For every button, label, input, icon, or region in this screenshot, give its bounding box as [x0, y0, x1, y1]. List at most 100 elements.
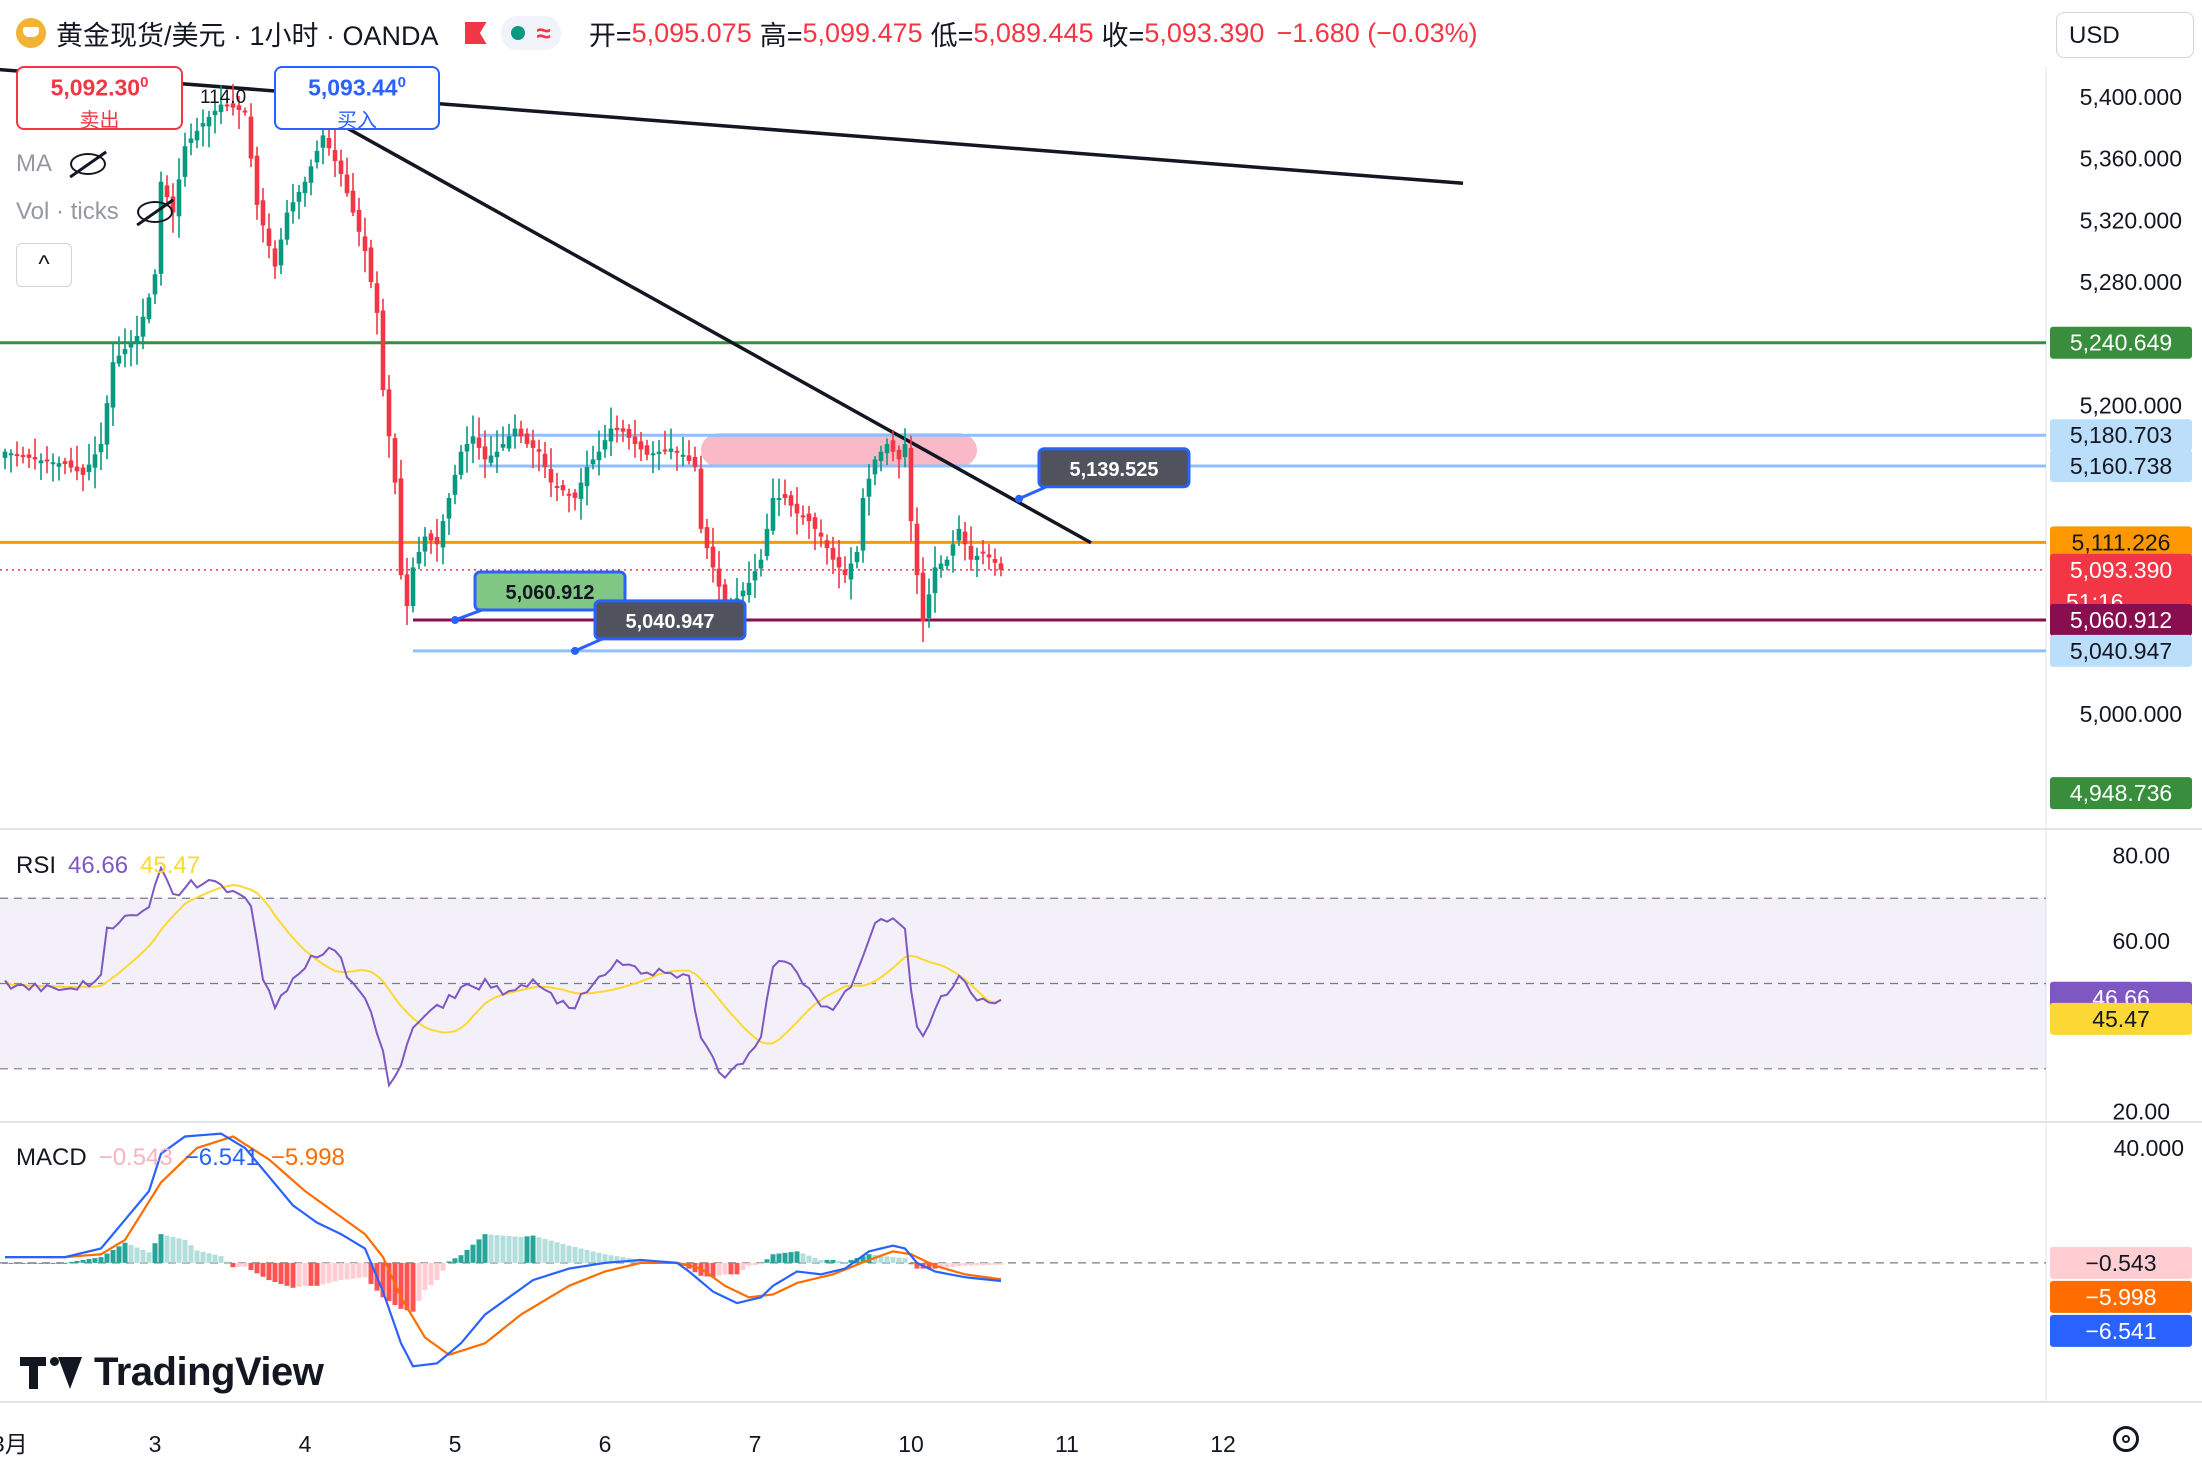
- sell-price: 5,092.30: [50, 74, 141, 101]
- collapse-legend-button[interactable]: ^: [16, 243, 72, 287]
- level-axis-badge-bg: [2050, 326, 2192, 359]
- candle-body: [26, 454, 32, 458]
- eye-hidden-icon[interactable]: [70, 153, 106, 175]
- candle-body: [50, 462, 56, 465]
- sell-button[interactable]: 5,092.300 卖出: [16, 66, 183, 132]
- macd-histogram-bar: [620, 1257, 626, 1263]
- macd-histogram-bar: [560, 1243, 566, 1263]
- candle-body: [968, 545, 974, 560]
- candle-body: [554, 486, 560, 489]
- macd-histogram-bar: [380, 1262, 386, 1298]
- macd-histogram-bar: [116, 1246, 122, 1263]
- candle-body: [104, 403, 110, 445]
- candle-body: [56, 463, 62, 467]
- eye-hidden-icon[interactable]: [136, 201, 173, 223]
- candle-body: [884, 444, 890, 454]
- market-status-pill[interactable]: ≈: [500, 16, 561, 50]
- rsi-tick-label: 80.00: [2112, 843, 2170, 869]
- candle-body: [254, 155, 260, 205]
- candle-body: [674, 450, 680, 453]
- macd-histogram-bar: [830, 1259, 836, 1263]
- macd-histogram-bar: [824, 1259, 830, 1263]
- macd-histogram-bar: [218, 1256, 224, 1263]
- macd-histogram-bar: [992, 1262, 998, 1265]
- candle-body: [986, 554, 992, 558]
- macd-histogram-bar: [884, 1256, 890, 1263]
- macd-histogram-bar: [488, 1234, 494, 1263]
- open-value: 5,095.075: [631, 17, 752, 48]
- price-tick-label: 5,280.000: [2080, 269, 2182, 295]
- candle-body: [692, 457, 698, 468]
- candle-body: [116, 355, 122, 364]
- candle-body: [242, 110, 248, 113]
- candle-body: [140, 316, 146, 337]
- macd-histogram-bar: [578, 1248, 584, 1263]
- candle-body: [740, 590, 746, 597]
- macd-histogram-bar: [416, 1262, 422, 1301]
- macd-line-axis-badge-bg: [2050, 1314, 2192, 1347]
- candle-body: [290, 202, 296, 212]
- macd-signal-value: −5.998: [270, 1144, 345, 1171]
- candle-body: [110, 362, 116, 408]
- price-tick-label: 5,000.000: [2080, 701, 2182, 727]
- macd-legend[interactable]: MACD −0.543 −6.541 −5.998: [16, 1144, 345, 1172]
- macd-histogram-bar: [752, 1262, 758, 1266]
- close-label: 收=: [1101, 20, 1145, 51]
- candle-body: [224, 104, 230, 107]
- extra-axis-badge: 4,948.736: [2070, 780, 2172, 806]
- candle-body: [212, 110, 218, 116]
- candle-body: [800, 515, 806, 518]
- macd-histogram-bar: [14, 1262, 20, 1264]
- macd-histogram-bar: [134, 1247, 140, 1263]
- tradingview-logo[interactable]: TradingView: [20, 1350, 324, 1395]
- gear-icon[interactable]: [2113, 1426, 2139, 1452]
- currency-select[interactable]: USD: [2056, 12, 2194, 58]
- flag-icon[interactable]: [464, 22, 487, 44]
- candle-body: [590, 459, 596, 465]
- vol-label: Vol · ticks: [16, 198, 119, 225]
- macd-histogram-bar: [440, 1262, 446, 1271]
- time-axis-label: 10: [898, 1431, 924, 1457]
- rsi-tick-label: 20.00: [2112, 1098, 2170, 1124]
- macd-histogram-bar: [458, 1255, 464, 1263]
- candle-body: [446, 498, 452, 519]
- macd-histogram-bar: [902, 1258, 908, 1263]
- buy-button[interactable]: 5,093.440 买入: [274, 66, 440, 132]
- change-value: −1.680 (−0.03%): [1276, 17, 1478, 48]
- candle-body: [788, 495, 794, 506]
- sell-price-digit: 0: [140, 74, 149, 91]
- candle-body: [350, 190, 356, 213]
- ma-legend[interactable]: MA: [16, 150, 106, 178]
- macd-histogram-bar: [494, 1235, 500, 1263]
- candle-body: [680, 454, 686, 457]
- macd-histogram-bar: [296, 1262, 302, 1287]
- level-axis-badge: 5,240.649: [2070, 330, 2172, 356]
- resistance-zone: [701, 433, 977, 468]
- macd-histogram-bar: [986, 1262, 992, 1265]
- candle-body: [896, 449, 902, 460]
- vol-legend[interactable]: Vol · ticks: [16, 198, 173, 226]
- low-value: 5,089.445: [973, 17, 1094, 48]
- callout-anchor: [1015, 494, 1023, 503]
- candle-body: [374, 283, 380, 313]
- gold-symbol-icon: [16, 18, 46, 48]
- macd-histogram-bar: [128, 1245, 134, 1263]
- macd-histogram-bar: [524, 1236, 530, 1263]
- candle-body: [836, 557, 842, 568]
- candle-body: [218, 104, 224, 113]
- macd-histogram-bar: [602, 1254, 608, 1263]
- macd-histogram-bar: [836, 1260, 842, 1263]
- symbol-title[interactable]: 黄金现货/美元 · 1小时 · OANDA: [56, 20, 439, 51]
- macd-histogram-bar: [122, 1242, 128, 1263]
- candle-body: [308, 166, 314, 183]
- rsi-legend[interactable]: RSI 46.66 45.47: [16, 852, 200, 880]
- candle-body: [230, 103, 236, 108]
- macd-histogram-bar: [200, 1251, 206, 1263]
- macd-histogram-bar: [716, 1262, 722, 1276]
- price-callout-box: [593, 599, 747, 641]
- macd-histogram-bar: [26, 1262, 32, 1264]
- level-axis-badge: 5,180.703: [2070, 422, 2172, 448]
- candle-body: [944, 559, 950, 566]
- macd-histogram-bar: [338, 1262, 344, 1281]
